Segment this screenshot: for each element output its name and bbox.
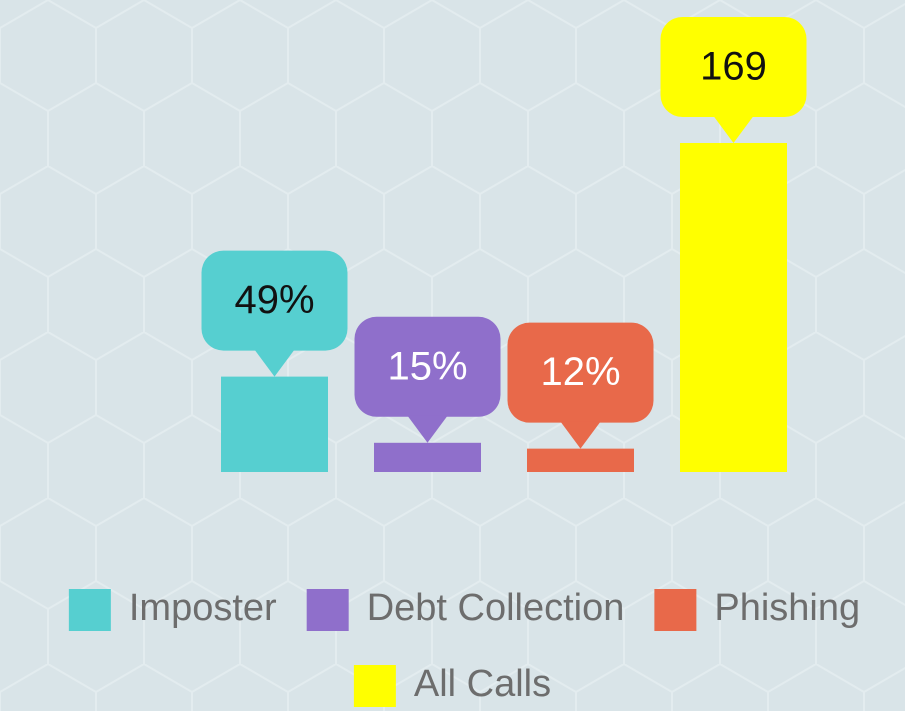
legend-swatch — [353, 665, 396, 707]
legend-text: Imposter — [129, 587, 277, 629]
label-pointer — [407, 415, 448, 443]
label-box — [354, 316, 501, 417]
bar — [374, 442, 481, 472]
label-pointer — [560, 421, 601, 449]
legend-text: Phishing — [714, 587, 860, 629]
label-pointer — [713, 116, 754, 143]
bar — [221, 376, 328, 472]
legend-item: Debt Collection — [306, 587, 625, 631]
legend-swatch — [306, 589, 349, 631]
legend-item: Imposter — [68, 587, 277, 631]
bar — [527, 448, 634, 472]
label-box — [507, 322, 654, 423]
label-pointer — [254, 349, 295, 377]
bar — [680, 143, 787, 472]
legend-text: Debt Collection — [367, 587, 625, 629]
value-label: 15% — [387, 344, 467, 388]
legend-swatch — [654, 589, 697, 631]
legend-item: Phishing — [654, 587, 860, 631]
value-label: 169 — [700, 45, 767, 89]
legend-swatch — [68, 589, 111, 631]
label-box — [201, 250, 348, 351]
legend-text: All Calls — [414, 663, 551, 705]
legend-item: All Calls — [353, 663, 551, 707]
label-box — [660, 17, 807, 117]
value-label: 49% — [234, 278, 314, 322]
value-label: 12% — [540, 350, 620, 394]
